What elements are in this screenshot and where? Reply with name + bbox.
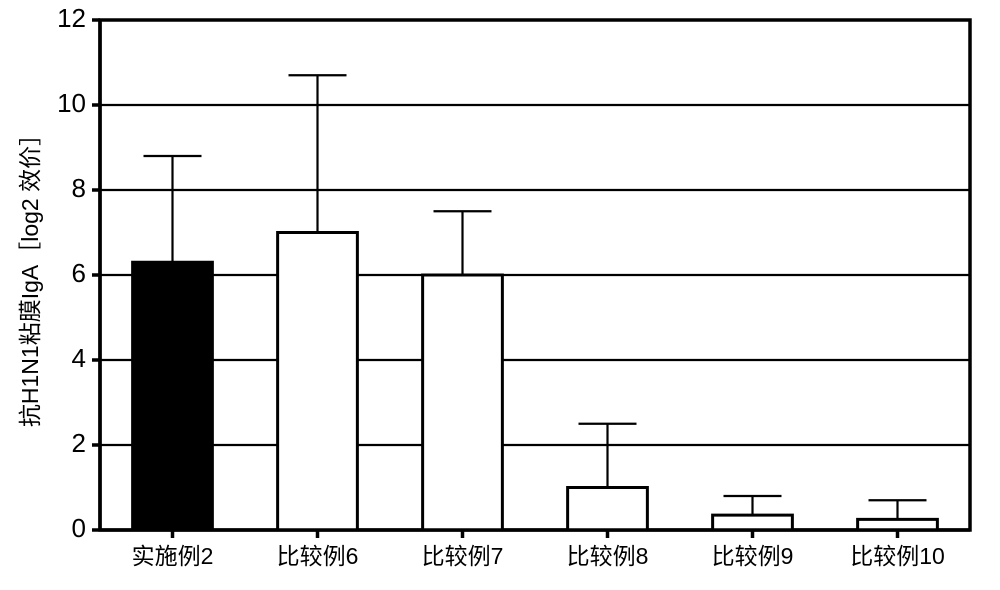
bar bbox=[713, 515, 793, 530]
y-axis-label: 抗H1N1粘膜IgA［log2 效价］ bbox=[17, 123, 43, 427]
y-tick-label: 8 bbox=[72, 173, 86, 203]
bar bbox=[133, 262, 213, 530]
bar bbox=[568, 488, 648, 531]
x-tick-label: 实施例2 bbox=[132, 543, 214, 569]
y-tick-label: 2 bbox=[72, 428, 86, 458]
y-tick-label: 12 bbox=[57, 3, 86, 33]
bar bbox=[278, 233, 358, 531]
y-tick-label: 10 bbox=[57, 88, 86, 118]
x-tick-label: 比较例6 bbox=[277, 543, 359, 569]
y-tick-label: 0 bbox=[72, 513, 86, 543]
bar-chart: 0 2 4 6 8 10 12 实施例2 比较例6 比较例7 比较例8 比较例9 比较例10 抗H1N1粘… bbox=[0, 0, 1000, 590]
x-tick-label: 比较例8 bbox=[567, 543, 649, 569]
x-tick-label: 比较例9 bbox=[712, 543, 794, 569]
y-tick-label: 6 bbox=[72, 258, 86, 288]
chart-svg: 0 2 4 6 8 10 12 实施例2 比较例6 比较例7 比较例8 比较例9 比较例10 抗H1N1粘… bbox=[0, 0, 1000, 590]
x-tick-label: 比较例7 bbox=[422, 543, 504, 569]
y-tick-label: 4 bbox=[72, 343, 86, 373]
x-tick-label: 比较例10 bbox=[850, 543, 945, 569]
bar bbox=[423, 275, 503, 530]
